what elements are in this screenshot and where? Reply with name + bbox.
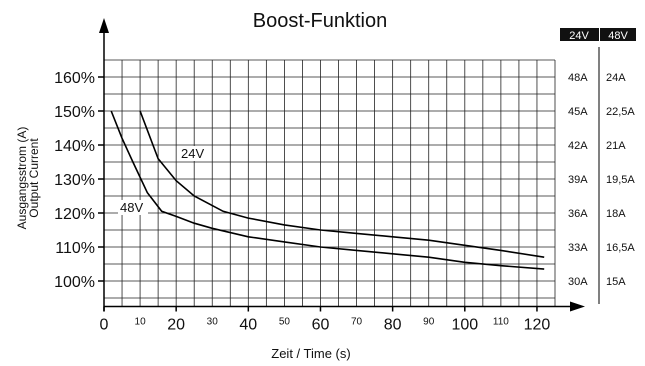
y-tick-label: 100% bbox=[54, 274, 95, 291]
right-tick-48v: 21A bbox=[606, 140, 626, 152]
curve-label-48v: 48V bbox=[120, 200, 143, 215]
labels: 0 20 40 60 80 100 120 10 30 50 70 90 110 100% 110% 120%… bbox=[15, 28, 636, 361]
x-tick-label: 50 bbox=[279, 317, 291, 328]
x-tick-label: 80 bbox=[384, 317, 402, 334]
series-line-48v bbox=[110, 110, 545, 270]
series-line-24v bbox=[139, 110, 545, 258]
right-tick-24v: 48A bbox=[568, 72, 588, 84]
chart-title: Boost-Funktion bbox=[253, 10, 388, 32]
right-tick-24v: 42A bbox=[568, 140, 588, 152]
header-48v: 48V bbox=[608, 30, 628, 42]
right-tick-24v: 36A bbox=[568, 208, 588, 220]
x-tick-label: 120 bbox=[524, 317, 551, 334]
y-tick-label: 160% bbox=[54, 70, 95, 87]
right-tick-48v: 18A bbox=[606, 208, 626, 220]
right-tick-24v: 30A bbox=[568, 276, 588, 288]
grid bbox=[104, 59, 556, 307]
x-tick-label: 30 bbox=[207, 317, 219, 328]
x-tick-label: 110 bbox=[493, 317, 509, 328]
y-tick-label: 140% bbox=[54, 138, 95, 155]
y-tick-label: 150% bbox=[54, 104, 95, 121]
x-tick-label: 10 bbox=[135, 317, 147, 328]
right-tick-48v: 22,5A bbox=[606, 106, 635, 118]
x-tick-label: 60 bbox=[312, 317, 330, 334]
right-tick-48v: 19,5A bbox=[606, 174, 635, 186]
curve-label-24v: 24V bbox=[181, 146, 204, 161]
header-cell-48v bbox=[600, 28, 636, 41]
right-tick-48v: 15A bbox=[606, 276, 626, 288]
axes bbox=[98, 18, 600, 312]
x-tick-label: 100 bbox=[451, 317, 478, 334]
right-tick-24v: 39A bbox=[568, 174, 588, 186]
y-axis-title-line1: Ausgangsstrom (A) bbox=[15, 127, 29, 230]
curve-label-bg bbox=[118, 200, 148, 215]
curve-label-bg bbox=[179, 146, 209, 161]
y-tick-label: 110% bbox=[55, 240, 95, 257]
x-tick-label: 20 bbox=[167, 317, 185, 334]
x-tick-label: 70 bbox=[351, 317, 363, 328]
header-cell-24v bbox=[560, 28, 599, 41]
y-tick-label: 130% bbox=[54, 172, 95, 189]
x-tick-label: 40 bbox=[239, 317, 257, 334]
right-tick-48v: 24A bbox=[606, 72, 626, 84]
curves bbox=[110, 110, 545, 270]
x-tick-label: 90 bbox=[423, 317, 435, 328]
right-tick-24v: 33A bbox=[568, 242, 588, 254]
y-tick-label: 120% bbox=[54, 206, 95, 223]
x-axis-arrow bbox=[570, 301, 585, 312]
header-24v: 24V bbox=[569, 30, 589, 42]
x-tick-label: 0 bbox=[100, 317, 109, 334]
right-tick-48v: 16,5A bbox=[606, 242, 635, 254]
y-axis-arrow bbox=[99, 18, 109, 33]
right-tick-24v: 45A bbox=[568, 106, 588, 118]
x-axis-title: Zeit / Time (s) bbox=[271, 346, 350, 361]
y-axis-title: Ausgangsstrom (A)Output Current bbox=[15, 127, 41, 230]
y-axis-title-line2: Output Current bbox=[27, 138, 41, 218]
